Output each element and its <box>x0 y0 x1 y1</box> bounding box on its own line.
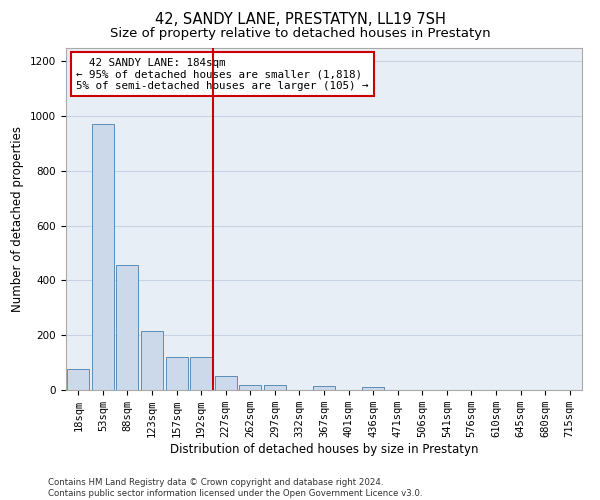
Bar <box>67 370 89 390</box>
Text: 42 SANDY LANE: 184sqm
← 95% of detached houses are smaller (1,818)
5% of semi-de: 42 SANDY LANE: 184sqm ← 95% of detached … <box>76 58 369 91</box>
Bar <box>239 384 262 390</box>
Y-axis label: Number of detached properties: Number of detached properties <box>11 126 25 312</box>
Text: 42, SANDY LANE, PRESTATYN, LL19 7SH: 42, SANDY LANE, PRESTATYN, LL19 7SH <box>155 12 445 28</box>
Bar <box>141 331 163 390</box>
Bar <box>215 376 237 390</box>
Text: Contains HM Land Registry data © Crown copyright and database right 2024.
Contai: Contains HM Land Registry data © Crown c… <box>48 478 422 498</box>
Bar <box>116 266 139 390</box>
Bar <box>313 386 335 390</box>
Bar <box>92 124 114 390</box>
Text: Size of property relative to detached houses in Prestatyn: Size of property relative to detached ho… <box>110 28 490 40</box>
Bar <box>166 357 188 390</box>
Bar <box>264 384 286 390</box>
X-axis label: Distribution of detached houses by size in Prestatyn: Distribution of detached houses by size … <box>170 443 478 456</box>
Bar <box>190 357 212 390</box>
Bar <box>362 388 384 390</box>
